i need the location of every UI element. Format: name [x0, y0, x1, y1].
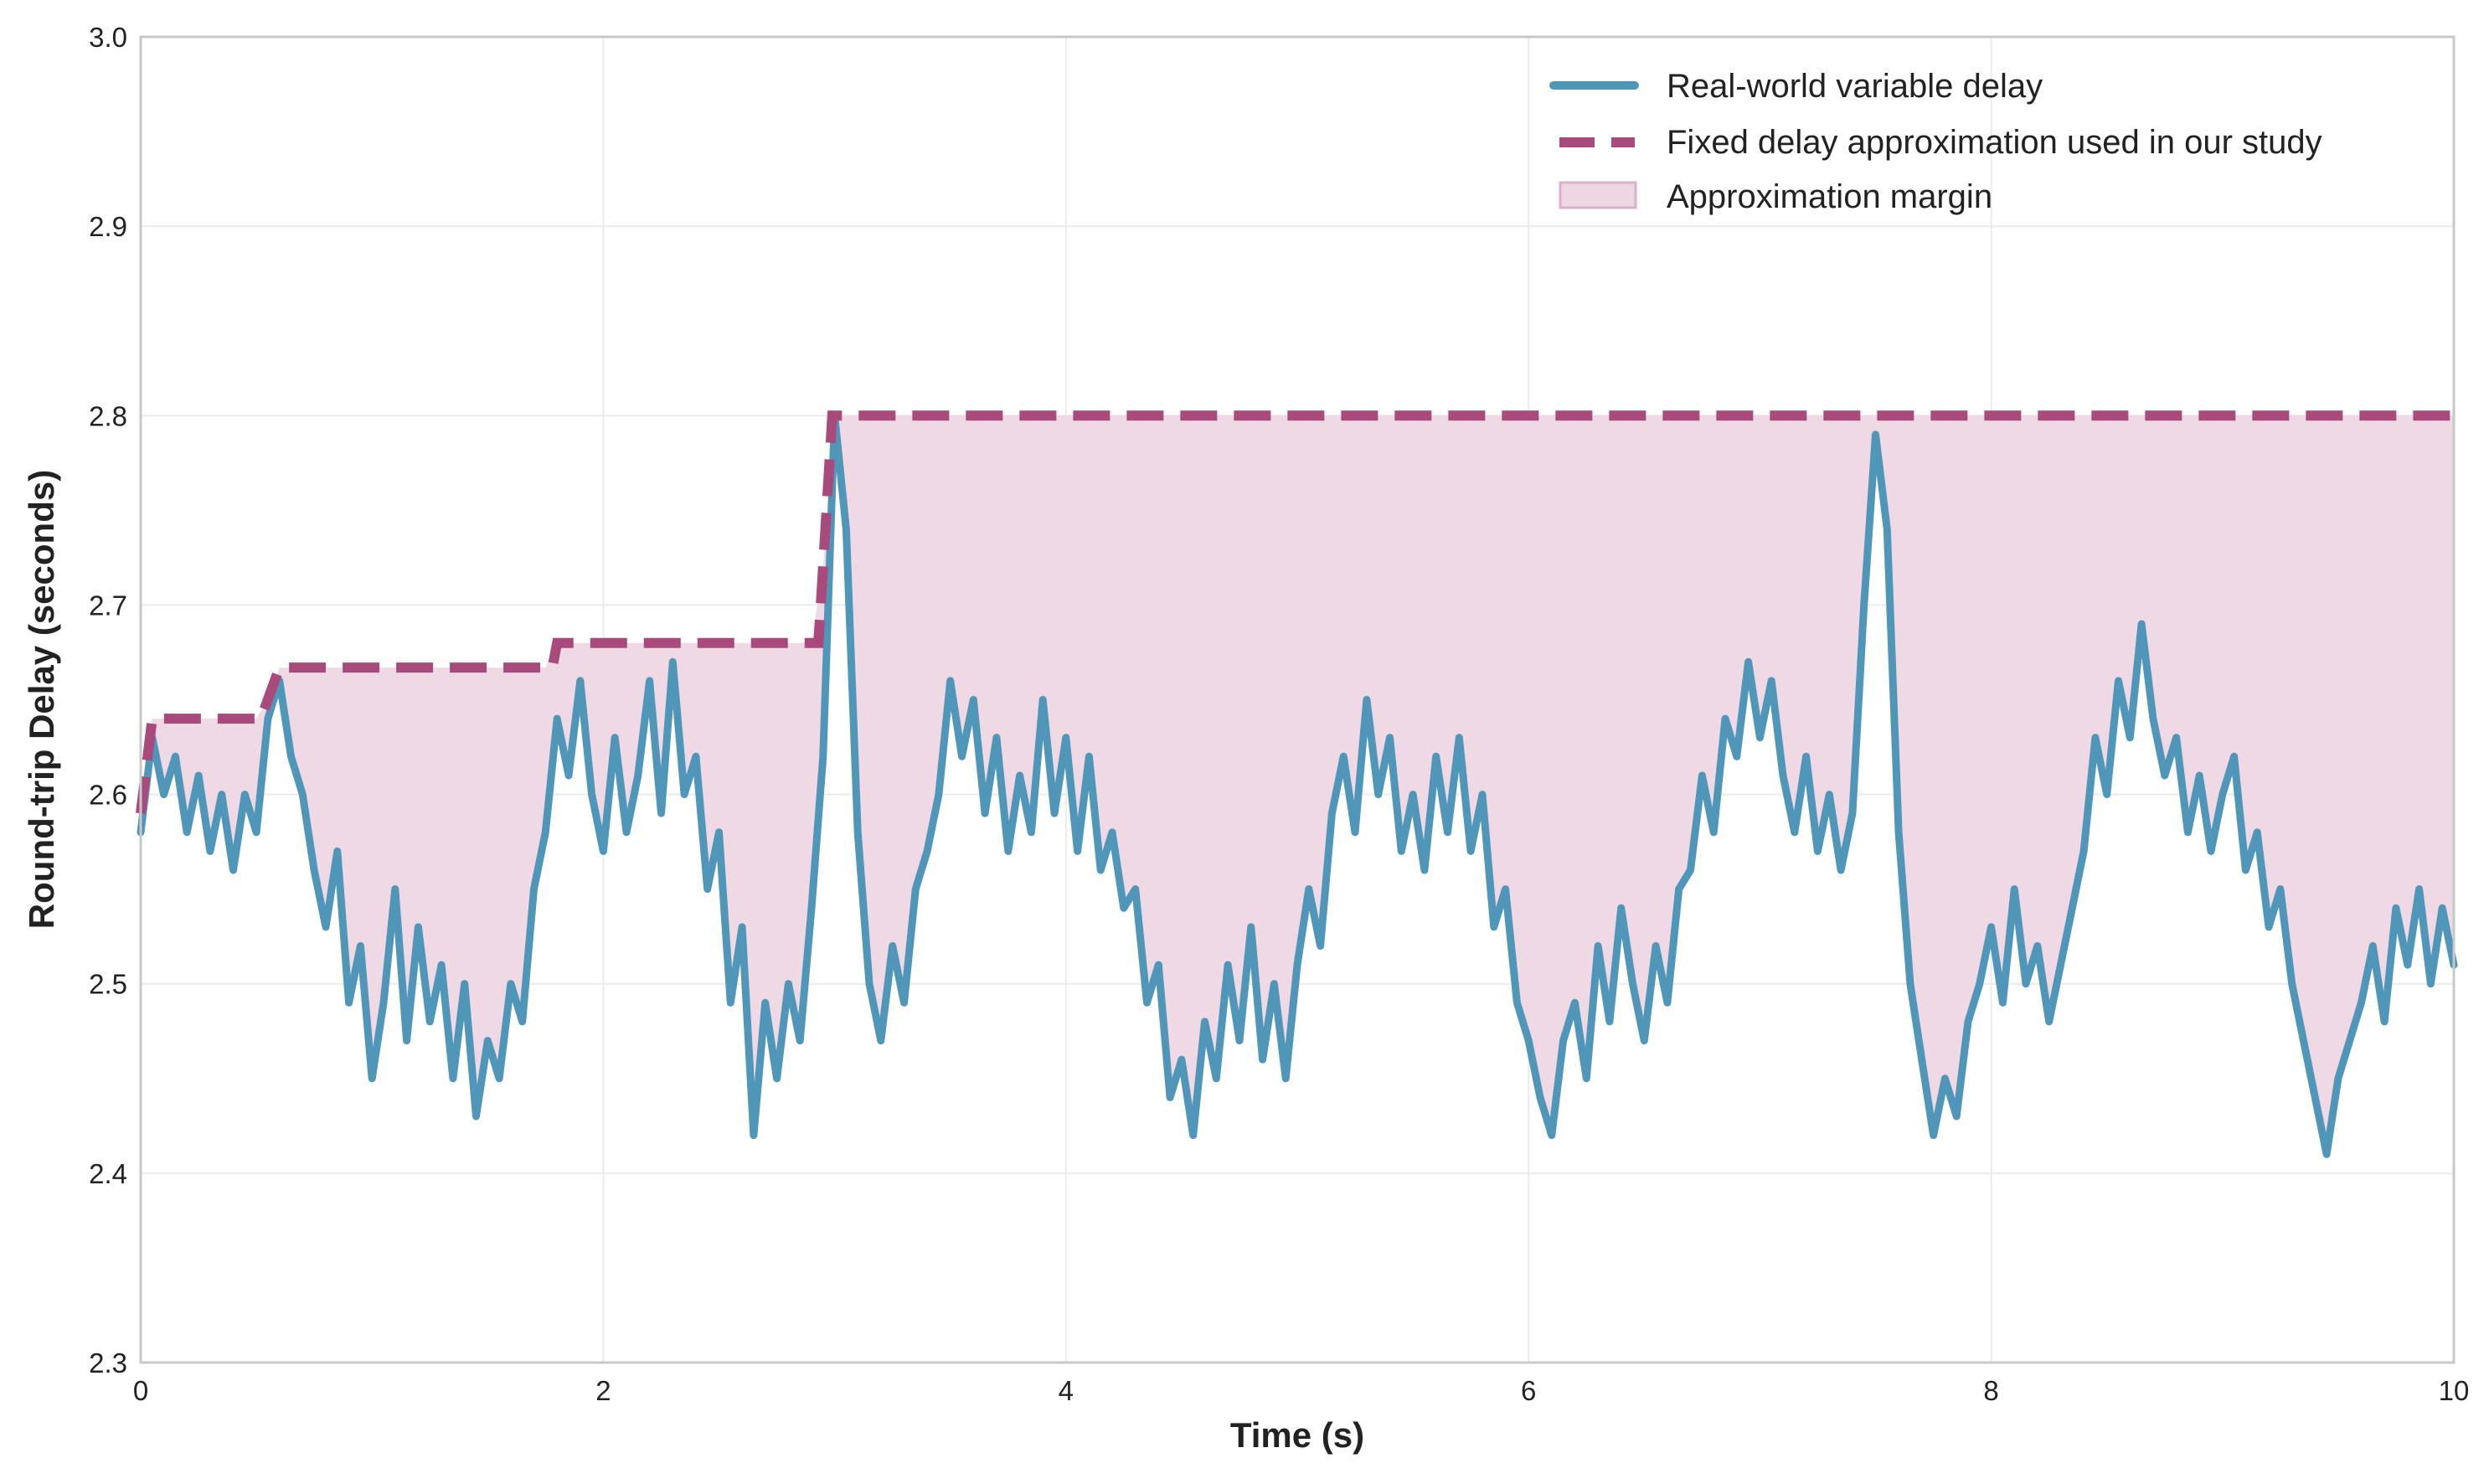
y-tick-label: 3.0	[89, 22, 127, 53]
y-tick-label: 2.8	[89, 400, 127, 431]
x-tick-label: 6	[1521, 1375, 1536, 1406]
y-axis-label: Round-trip Delay (seconds)	[22, 470, 61, 929]
x-tick-label: 8	[1983, 1375, 1998, 1406]
x-axis-label: Time (s)	[1230, 1415, 1364, 1455]
y-tick-label: 2.6	[89, 780, 127, 811]
legend-label-margin: Approximation margin	[1667, 178, 1992, 215]
fixed-delay-line	[136, 410, 2454, 814]
plot-frame	[139, 35, 2456, 1364]
legend-label-fixed: Fixed delay approximation used in our st…	[1667, 124, 2322, 161]
x-tick-label: 4	[1059, 1375, 1074, 1406]
y-tick-label: 2.3	[89, 1347, 127, 1378]
variable-delay-line	[137, 411, 2458, 1158]
x-tick-label: 10	[2439, 1375, 2470, 1406]
legend-label-variable: Real-world variable delay	[1667, 68, 2043, 105]
y-ticks: 2.3 2.4 2.5 2.6 2.7 2.8 2.9 3.0	[89, 22, 127, 1378]
x-ticks: 0 2 4 6 8 10	[133, 1375, 2470, 1406]
y-tick-label: 2.4	[89, 1158, 127, 1189]
x-tick-label: 0	[133, 1375, 148, 1406]
x-tick-label: 2	[595, 1375, 611, 1406]
approximation-margin-area	[141, 415, 2454, 1155]
legend-swatch-margin	[1559, 181, 1637, 209]
y-tick-label: 2.5	[89, 969, 127, 1000]
legend: Real-world variable delay Fixed delay ap…	[1549, 68, 2322, 215]
y-tick-label: 2.9	[89, 211, 127, 242]
y-tick-label: 2.7	[89, 590, 127, 621]
